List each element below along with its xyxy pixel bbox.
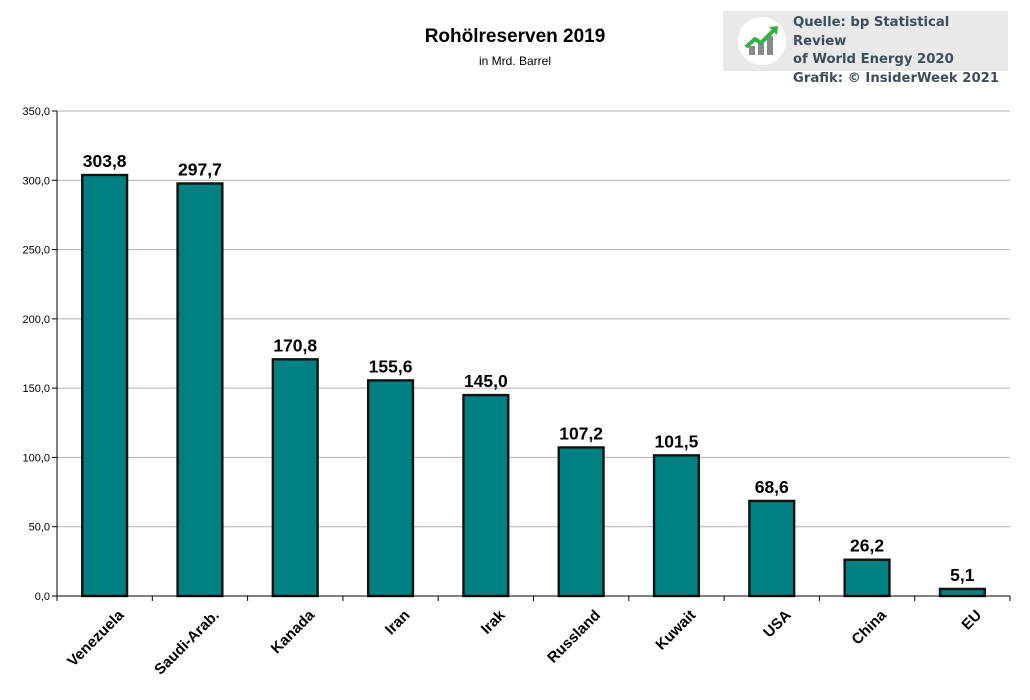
value-label: 5,1 [950, 565, 975, 585]
category-label: Russland [544, 607, 604, 667]
source-line: Quelle: bp Statistical Review [793, 15, 950, 49]
y-axis-ticks: 0,0 50,0 100,0 150,0 200,0 250,0 300,0 350,0 [22, 106, 57, 603]
category-label: Iran [382, 607, 413, 638]
bar [557, 446, 605, 598]
bar [271, 358, 319, 598]
source-text: Quelle: bp Statistical Review of World E… [793, 14, 1005, 88]
value-label: 297,7 [178, 159, 222, 179]
bar [462, 393, 510, 598]
y-tick-label: 250,0 [22, 245, 50, 257]
bar [652, 454, 701, 598]
category-labels: Venezuela Saudi-Arab. Kanada Iran Irak Russla… [64, 606, 985, 678]
value-label: 170,8 [273, 335, 317, 355]
rising-chart-icon [738, 17, 786, 65]
y-tick-label: 350,0 [22, 106, 50, 118]
category-label: Kanada [268, 606, 319, 657]
bar [81, 173, 129, 598]
bar [938, 587, 986, 598]
y-tick-label: 0,0 [35, 591, 50, 603]
bar [843, 558, 891, 598]
value-label: 68,6 [755, 477, 789, 497]
category-label: Irak [478, 606, 509, 637]
value-labels: 303,8 297,7 170,8 155,6 145,0 107,2 101,5 68,6 2… [83, 151, 975, 585]
value-label: 145,0 [464, 371, 508, 391]
y-tick-label: 200,0 [22, 314, 50, 326]
category-label: Kuwait [652, 607, 699, 654]
value-label: 303,8 [83, 151, 127, 171]
chart-subtitle: in Mrd. Barrel [478, 54, 552, 68]
y-tick-label: 100,0 [22, 452, 50, 464]
axes [56, 111, 1011, 601]
source-line: Grafik: © InsiderWeek 2021 [793, 70, 999, 86]
y-tick-label: 300,0 [22, 175, 50, 187]
chart-title: Rohölreserven 2019 [424, 26, 606, 47]
bar [366, 379, 415, 598]
category-label: Venezuela [64, 606, 128, 670]
bars [81, 173, 986, 598]
category-label: USA [760, 607, 795, 642]
source-line: of World Energy 2020 [793, 52, 954, 67]
source-box: Quelle: bp Statistical Review of World E… [723, 11, 1008, 86]
bar [176, 182, 224, 598]
category-label: Saudi-Arab. [151, 607, 223, 679]
value-label: 155,6 [369, 356, 413, 376]
y-tick-label: 150,0 [22, 383, 50, 395]
category-label: EU [958, 607, 985, 634]
y-tick-label: 50,0 [29, 522, 50, 534]
value-label: 107,2 [559, 423, 603, 443]
value-label: 26,2 [850, 536, 884, 556]
category-label: China [848, 606, 890, 648]
bar [748, 499, 796, 598]
value-label: 101,5 [655, 431, 699, 451]
